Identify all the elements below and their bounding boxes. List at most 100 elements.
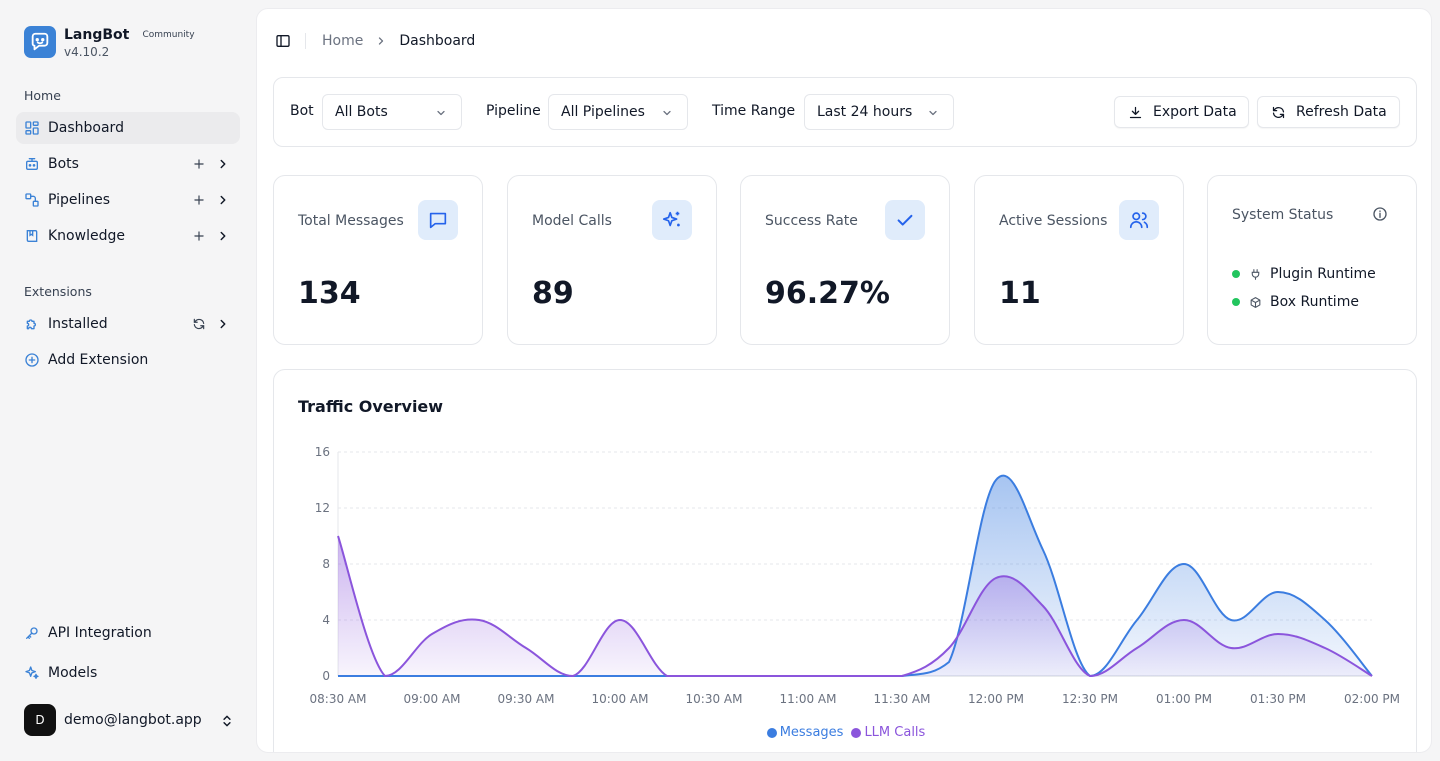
sidebar-item-label: Bots: [48, 156, 79, 172]
bot-icon: [24, 156, 40, 172]
system-status-title: System Status: [1232, 207, 1334, 223]
chevron-down-icon: [435, 107, 447, 123]
stat-value: 89: [532, 276, 574, 311]
chart-title: Traffic Overview: [298, 397, 444, 416]
sidebar-item-label: Knowledge: [48, 228, 125, 244]
sparkles-icon: [652, 200, 692, 240]
sidebar-item-label: API Integration: [48, 625, 152, 641]
legend-label: Messages: [779, 725, 844, 740]
status-ok-dot: [1232, 270, 1240, 278]
stat-title: Model Calls: [532, 213, 612, 229]
brand[interactable]: LangBot Community v4.10.2: [24, 24, 195, 59]
chevron-right-icon[interactable]: [216, 229, 230, 243]
pipeline-select-value: All Pipelines: [561, 104, 645, 120]
x-tick-label: 12:00 PM: [968, 692, 1024, 706]
sidebar-item-label: Dashboard: [48, 120, 124, 136]
sidebar-item-installed[interactable]: Installed: [16, 308, 240, 340]
message-square-icon: [418, 200, 458, 240]
chevron-right-icon: [375, 35, 387, 47]
stat-value: 96.27%: [765, 276, 890, 311]
sidebar-item-dashboard[interactable]: Dashboard: [16, 112, 240, 144]
stat-value: 11: [999, 276, 1041, 311]
series-line-llm-calls: [337, 535, 1373, 678]
edition-badge: Community: [142, 30, 195, 40]
x-tick-label: 10:30 AM: [686, 692, 743, 706]
legend-item-messages[interactable]: Messages: [766, 725, 844, 740]
sidebar-item-api-integration[interactable]: API Integration: [16, 617, 240, 649]
sidebar-toggle-icon[interactable]: [273, 31, 293, 51]
legend-item-llm-calls[interactable]: LLM Calls: [851, 725, 925, 740]
x-tick-label: 08:30 AM: [310, 692, 367, 706]
refresh-data-label: Refresh Data: [1296, 104, 1387, 120]
sidebar-item-label: Installed: [48, 316, 108, 332]
breadcrumb-home[interactable]: Home: [322, 33, 364, 49]
chevrons-up-down-icon[interactable]: [220, 713, 234, 732]
sidebar-item-pipelines[interactable]: Pipelines: [16, 184, 240, 216]
time-range-select[interactable]: Last 24 hours: [804, 94, 954, 130]
breadcrumb-current: Dashboard: [399, 33, 476, 49]
section-label-extensions: Extensions: [24, 284, 92, 299]
divider: [305, 33, 306, 49]
time-range-label: Time Range: [712, 103, 796, 119]
bot-filter-label: Bot: [290, 103, 314, 119]
user-email: demo@langbot.app: [64, 712, 202, 728]
refresh-icon[interactable]: [192, 317, 206, 331]
export-data-label: Export Data: [1153, 104, 1237, 120]
bot-select-value: All Bots: [335, 104, 388, 120]
user-menu[interactable]: D demo@langbot.app: [24, 704, 240, 736]
refresh-icon: [1270, 104, 1286, 120]
time-range-value: Last 24 hours: [817, 104, 913, 120]
export-data-button[interactable]: Export Data: [1114, 96, 1249, 128]
avatar: D: [24, 704, 56, 736]
y-tick-label: 4: [322, 613, 330, 627]
y-tick-label: 8: [322, 557, 330, 571]
x-tick-label: 10:00 AM: [592, 692, 649, 706]
traffic-chart: 0 4 8 12 16 08:30 AM 09:00 AM 09:30 AM 10:00 AM 1…: [310, 445, 1400, 706]
puzzle-icon: [24, 316, 40, 332]
stat-title: Success Rate: [765, 213, 858, 229]
chevron-down-icon: [927, 107, 939, 123]
sidebar-item-add-extension[interactable]: Add Extension: [16, 344, 240, 376]
bot-select[interactable]: All Bots: [322, 94, 462, 130]
app-version: v4.10.2: [64, 45, 110, 59]
refresh-data-button[interactable]: Refresh Data: [1257, 96, 1400, 128]
stat-value: 134: [298, 276, 361, 311]
status-label: Box Runtime: [1270, 294, 1359, 310]
topbar: Home Dashboard: [273, 31, 475, 51]
status-ok-dot: [1232, 298, 1240, 306]
add-pipeline-icon[interactable]: [192, 193, 206, 207]
pipeline-select[interactable]: All Pipelines: [548, 94, 688, 130]
dashboard-icon: [24, 120, 40, 136]
section-label-home: Home: [24, 88, 61, 103]
stat-card-total-messages: Total Messages 134: [273, 175, 483, 345]
x-tick-label: 11:00 AM: [780, 692, 837, 706]
main-panel: Home Dashboard Bot All Bots Pipeline All…: [256, 8, 1432, 753]
chevron-down-icon: [661, 107, 673, 123]
info-icon[interactable]: [1372, 206, 1388, 226]
chevron-right-icon[interactable]: [216, 193, 230, 207]
sidebar: LangBot Community v4.10.2 Home Dashboard…: [0, 0, 256, 761]
x-tick-label: 11:30 AM: [874, 692, 931, 706]
sidebar-item-bots[interactable]: Bots: [16, 148, 240, 180]
status-label: Plugin Runtime: [1270, 266, 1376, 282]
add-bot-icon[interactable]: [192, 157, 206, 171]
status-plugin-runtime: Plugin Runtime: [1232, 266, 1376, 282]
sidebar-item-label: Add Extension: [48, 352, 149, 368]
chevron-right-icon[interactable]: [216, 317, 230, 331]
add-knowledge-icon[interactable]: [192, 229, 206, 243]
chevron-right-icon[interactable]: [216, 157, 230, 171]
stat-card-success-rate: Success Rate 96.27%: [740, 175, 950, 345]
chart-legend: Messages LLM Calls: [274, 725, 1418, 740]
y-tick-label: 16: [315, 445, 330, 459]
download-icon: [1127, 104, 1143, 120]
system-status-card: System Status Plugin Runtime Box Runtime: [1207, 175, 1417, 345]
langbot-logo-icon: [24, 25, 56, 58]
stat-card-model-calls: Model Calls 89: [507, 175, 717, 345]
x-tick-label: 09:00 AM: [404, 692, 461, 706]
box-icon: [1248, 295, 1262, 309]
plus-circle-icon: [24, 352, 40, 368]
traffic-overview-card: Traffic Overview 0 4 8 12 16 08:30 AM 09:00 AM…: [273, 369, 1418, 752]
x-tick-label: 01:00 PM: [1156, 692, 1212, 706]
sidebar-item-knowledge[interactable]: Knowledge: [16, 220, 240, 252]
sidebar-item-models[interactable]: Models: [16, 657, 240, 689]
